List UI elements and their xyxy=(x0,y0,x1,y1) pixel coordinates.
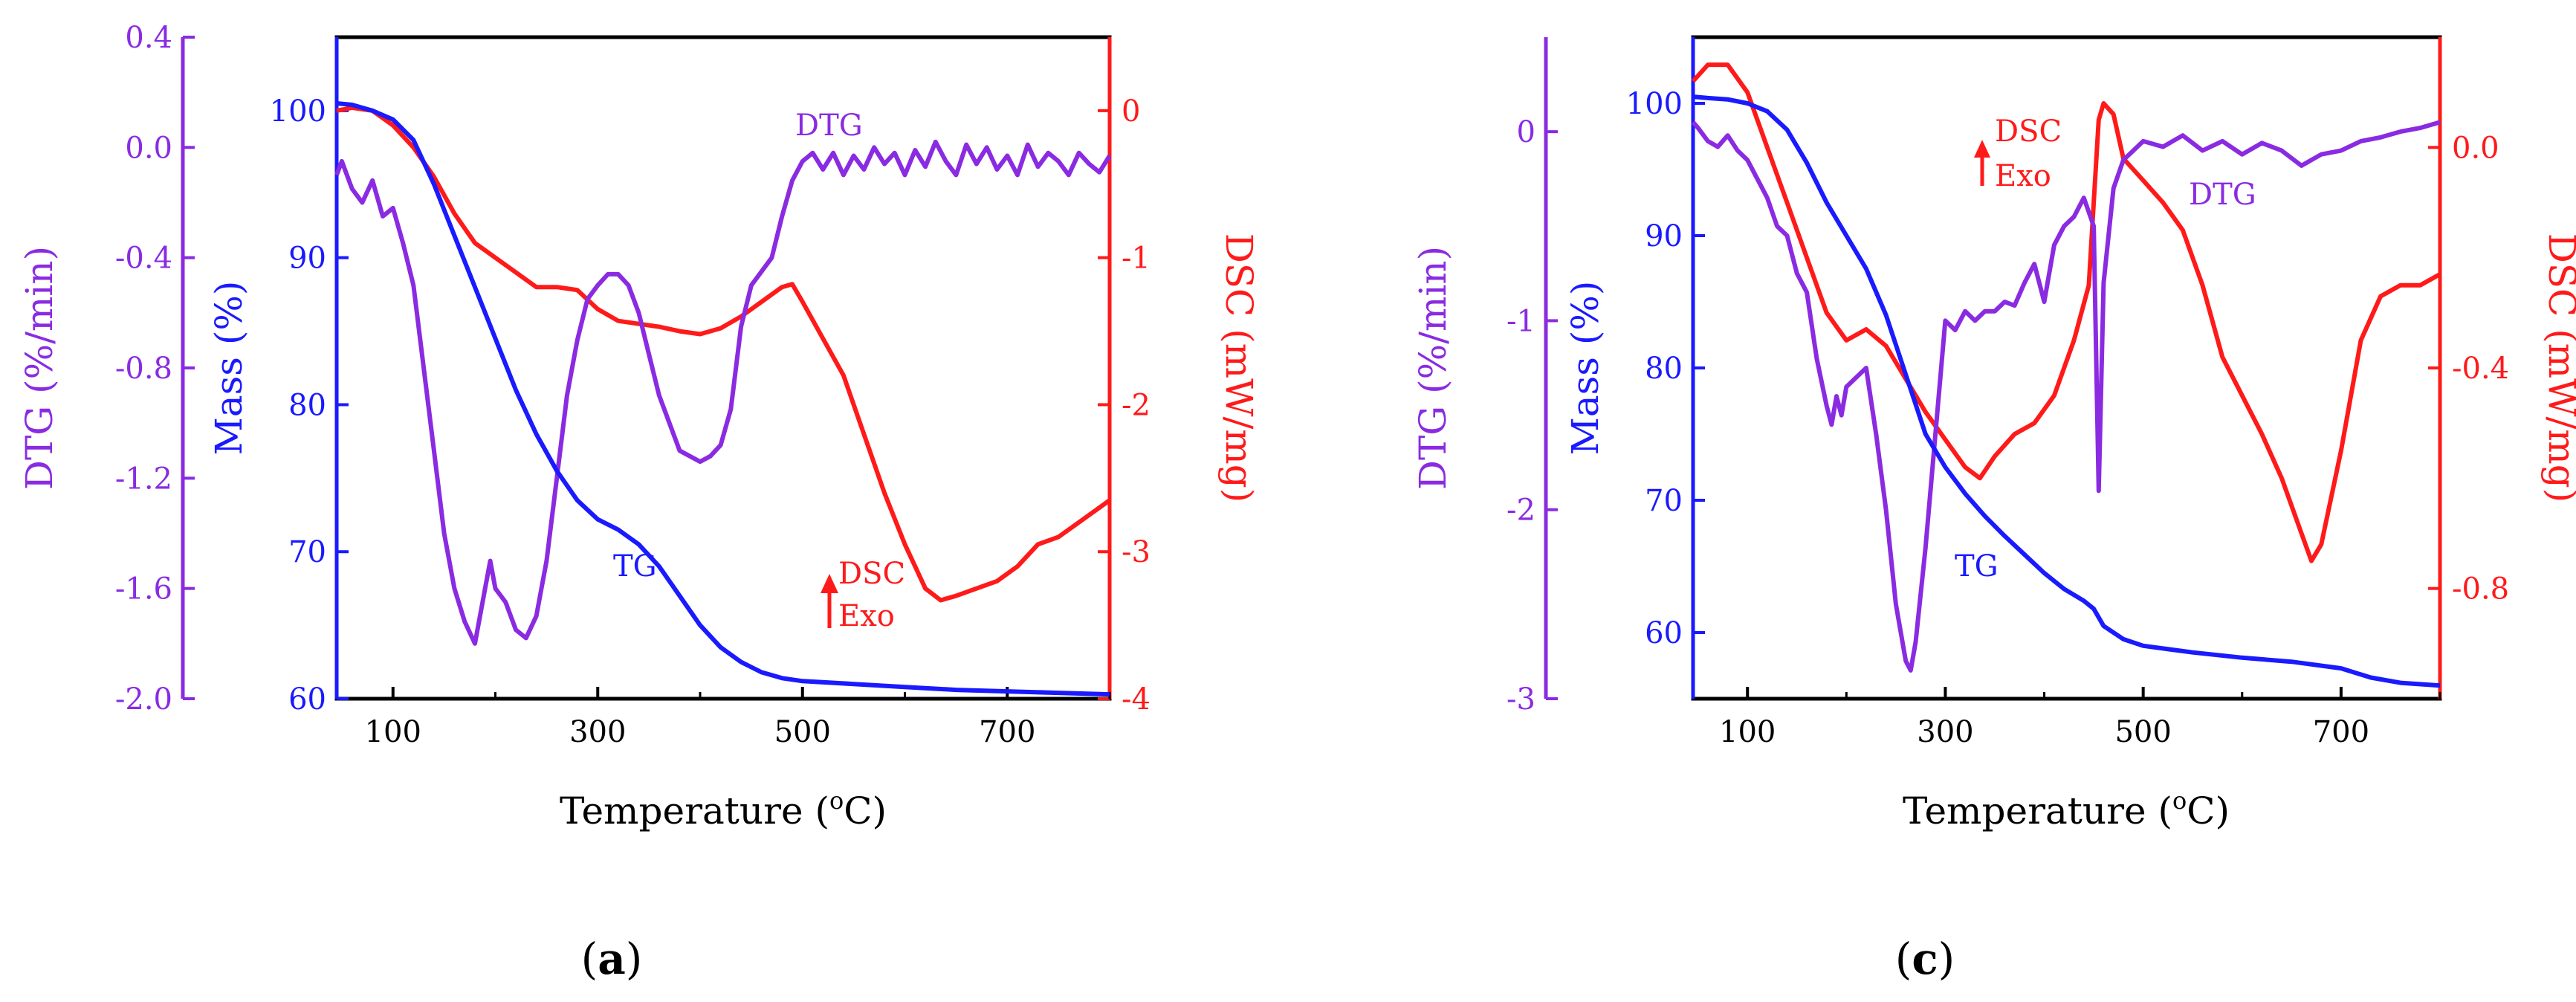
dtg-tick-label: 0 xyxy=(1517,115,1535,149)
mass-tick-label: 70 xyxy=(288,535,326,569)
x-tick-label: 700 xyxy=(979,715,1035,749)
dtg-axis-ticks: -2.0 -1.6 -1.2 -0.8 -0.4 0.0 0.4 xyxy=(115,21,195,717)
plot-frame xyxy=(1691,35,2442,701)
x-tick-label: 500 xyxy=(2114,715,2171,749)
dtg-axis-ticks: -3 -2 -1 0 xyxy=(1507,115,1558,717)
x-tick-label: 100 xyxy=(365,715,421,749)
dtg-tick-label: -0.8 xyxy=(115,352,172,386)
mass-tick-label: 80 xyxy=(288,388,326,422)
exo-arrow-icon xyxy=(1974,140,1990,158)
dtg-curve xyxy=(334,139,1112,646)
x-axis-title: Temperature (oC) xyxy=(560,786,887,833)
mass-axis-ticks: 60 70 80 90 100 xyxy=(1626,87,1705,650)
x-axis-ticks: 100 300 500 700 xyxy=(1719,687,2441,749)
exo-label: Exo xyxy=(1995,159,2051,193)
mass-axis-ticks: 60 70 80 90 100 xyxy=(270,94,349,717)
tg-curve-label: TG xyxy=(613,549,657,584)
dtg-tick-label: 0.4 xyxy=(125,21,172,55)
dsc-curve xyxy=(1691,62,2441,563)
dsc-tick-label: -4 xyxy=(1122,682,1151,717)
dsc-curve xyxy=(336,105,1111,603)
dsc-tick-label: -0.8 xyxy=(2452,572,2509,607)
tg-curve xyxy=(1692,94,2441,688)
tg-curve-label: TG xyxy=(1955,549,1999,584)
dtg-tick-label: -1.2 xyxy=(115,462,172,496)
dsc-axis-title: DSC (mW/mg) xyxy=(1217,233,1261,503)
tg-curve xyxy=(336,101,1110,697)
dtg-tick-label: -2 xyxy=(1507,494,1535,528)
x-tick-label: 100 xyxy=(1719,715,1776,749)
dtg-curve xyxy=(1691,120,2441,673)
dsc-tick-label: 0 xyxy=(1122,94,1140,129)
dsc-tick-label: -0.4 xyxy=(2452,352,2509,386)
mass-axis-title: Mass (%) xyxy=(207,281,250,456)
panel-a: 60 70 80 90 100 -2.0 -1.6 -1.2 -0.8 -0.4 0.0 0.4 -… xyxy=(18,21,1261,984)
dtg-curve-label: DTG xyxy=(795,109,863,143)
dtg-axis-title: DTG (%/min) xyxy=(1411,246,1454,490)
dsc-axis-title: DSC (mW/mg) xyxy=(2540,233,2576,503)
dsc-exo-marker: DSC Exo xyxy=(1974,114,2062,193)
exo-label: Exo xyxy=(838,599,895,633)
dsc-tick-label: -2 xyxy=(1122,388,1151,422)
mass-tick-label: 60 xyxy=(288,682,326,717)
dtg-tick-label: -2.0 xyxy=(115,682,172,717)
dsc-axis-ticks: -4 -3 -2 -1 0 xyxy=(1098,94,1151,717)
dtg-curve-label: DTG xyxy=(2189,178,2256,212)
mass-tick-label: 100 xyxy=(270,94,326,129)
mass-tick-label: 90 xyxy=(288,242,326,276)
dtg-axis-title: DTG (%/min) xyxy=(18,246,61,490)
mass-tick-label: 90 xyxy=(1645,219,1683,253)
x-tick-label: 500 xyxy=(774,715,831,749)
dtg-tick-label: -1 xyxy=(1507,304,1535,338)
dsc-tick-label: -1 xyxy=(1122,242,1151,276)
dsc-tick-label: 0.0 xyxy=(2452,131,2499,165)
x-tick-label: 300 xyxy=(1917,715,1973,749)
dsc-curve-label: DSC xyxy=(838,557,905,591)
exo-arrow-icon xyxy=(821,574,838,593)
mass-tick-label: 80 xyxy=(1645,352,1683,386)
mass-axis-title: Mass (%) xyxy=(1564,281,1607,456)
dtg-tick-label: -1.6 xyxy=(115,572,172,607)
mass-tick-label: 100 xyxy=(1626,87,1683,121)
x-tick-label: 300 xyxy=(569,715,626,749)
dtg-tick-label: -3 xyxy=(1507,682,1535,717)
plot-frame xyxy=(334,35,1112,701)
dtg-tick-label: 0.0 xyxy=(125,131,172,165)
panel-c: 60 70 80 90 100 -3 -2 -1 0 -0.8 -0.4 0.0 100 300 50… xyxy=(1411,35,2576,984)
dsc-axis-ticks: -0.8 -0.4 0.0 xyxy=(2428,131,2509,607)
mass-tick-label: 70 xyxy=(1645,484,1683,518)
x-axis-ticks: 100 300 500 700 xyxy=(365,687,1111,749)
x-axis-title: Temperature (oC) xyxy=(1903,786,2230,833)
mass-tick-label: 60 xyxy=(1645,616,1683,650)
panel-label: (c) xyxy=(1895,934,1955,984)
dsc-exo-marker: DSC Exo xyxy=(821,557,905,633)
panel-label: (a) xyxy=(581,934,643,984)
dsc-curve-label: DSC xyxy=(1995,114,2062,149)
x-tick-label: 700 xyxy=(2313,715,2369,749)
dsc-tick-label: -3 xyxy=(1122,535,1151,569)
dtg-tick-label: -0.4 xyxy=(115,242,172,276)
